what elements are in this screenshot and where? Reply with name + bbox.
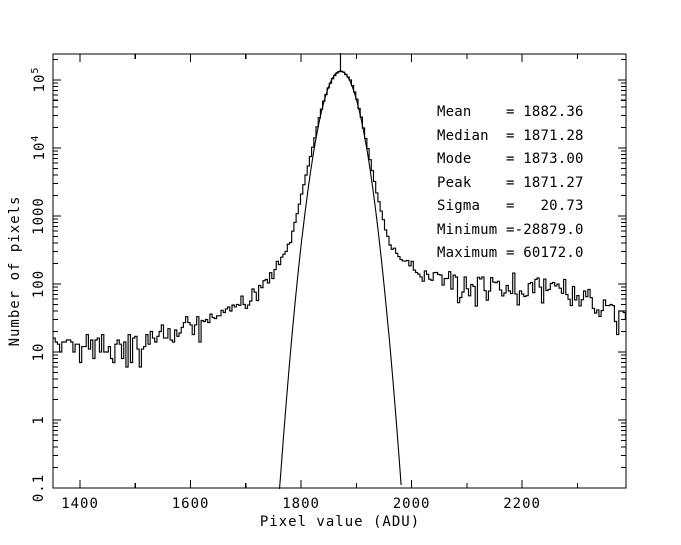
x-tick-label: 2200: [503, 496, 541, 512]
exponent: 4: [30, 135, 42, 142]
stat-line: Minimum =-28879.0: [437, 221, 584, 238]
x-tick-label: 2000: [392, 496, 431, 512]
stat-line: Maximum = 60172.0: [437, 245, 584, 261]
stat-line: Mean = 1882.36: [437, 104, 584, 120]
stat-line: Sigma = 20.73: [437, 198, 584, 214]
y-tick-label: 0.1: [31, 473, 47, 503]
y-tick-label: 1: [31, 415, 47, 425]
stat-line: Peak = 1871.27: [437, 174, 584, 191]
y-tick-label: 100: [31, 269, 47, 299]
stat-line: Median = 1871.28: [437, 127, 584, 144]
x-axis-title: Pixel value (ADU): [259, 514, 421, 530]
stats-panel: Mean = 1882.36 Median = 1871.28 Mode = 187…: [437, 101, 584, 266]
exponent: 5: [30, 67, 42, 74]
plot-frame: [52, 53, 627, 489]
y-tick-label: 105: [30, 67, 48, 93]
y-tick-label: 1000: [31, 197, 47, 235]
histogram-curve: [53, 70, 626, 368]
y-axis-title: Number of pixels: [7, 195, 23, 347]
y-tick-label: 104: [30, 135, 48, 161]
y-tick-label: 10: [31, 342, 47, 362]
x-tick-label: 1800: [282, 496, 320, 512]
stat-line: Mode = 1873.00: [437, 151, 584, 167]
x-tick-label: 1600: [171, 496, 210, 512]
x-tick-label: 1400: [61, 496, 99, 512]
gaussian-fit-curve: [278, 70, 402, 489]
